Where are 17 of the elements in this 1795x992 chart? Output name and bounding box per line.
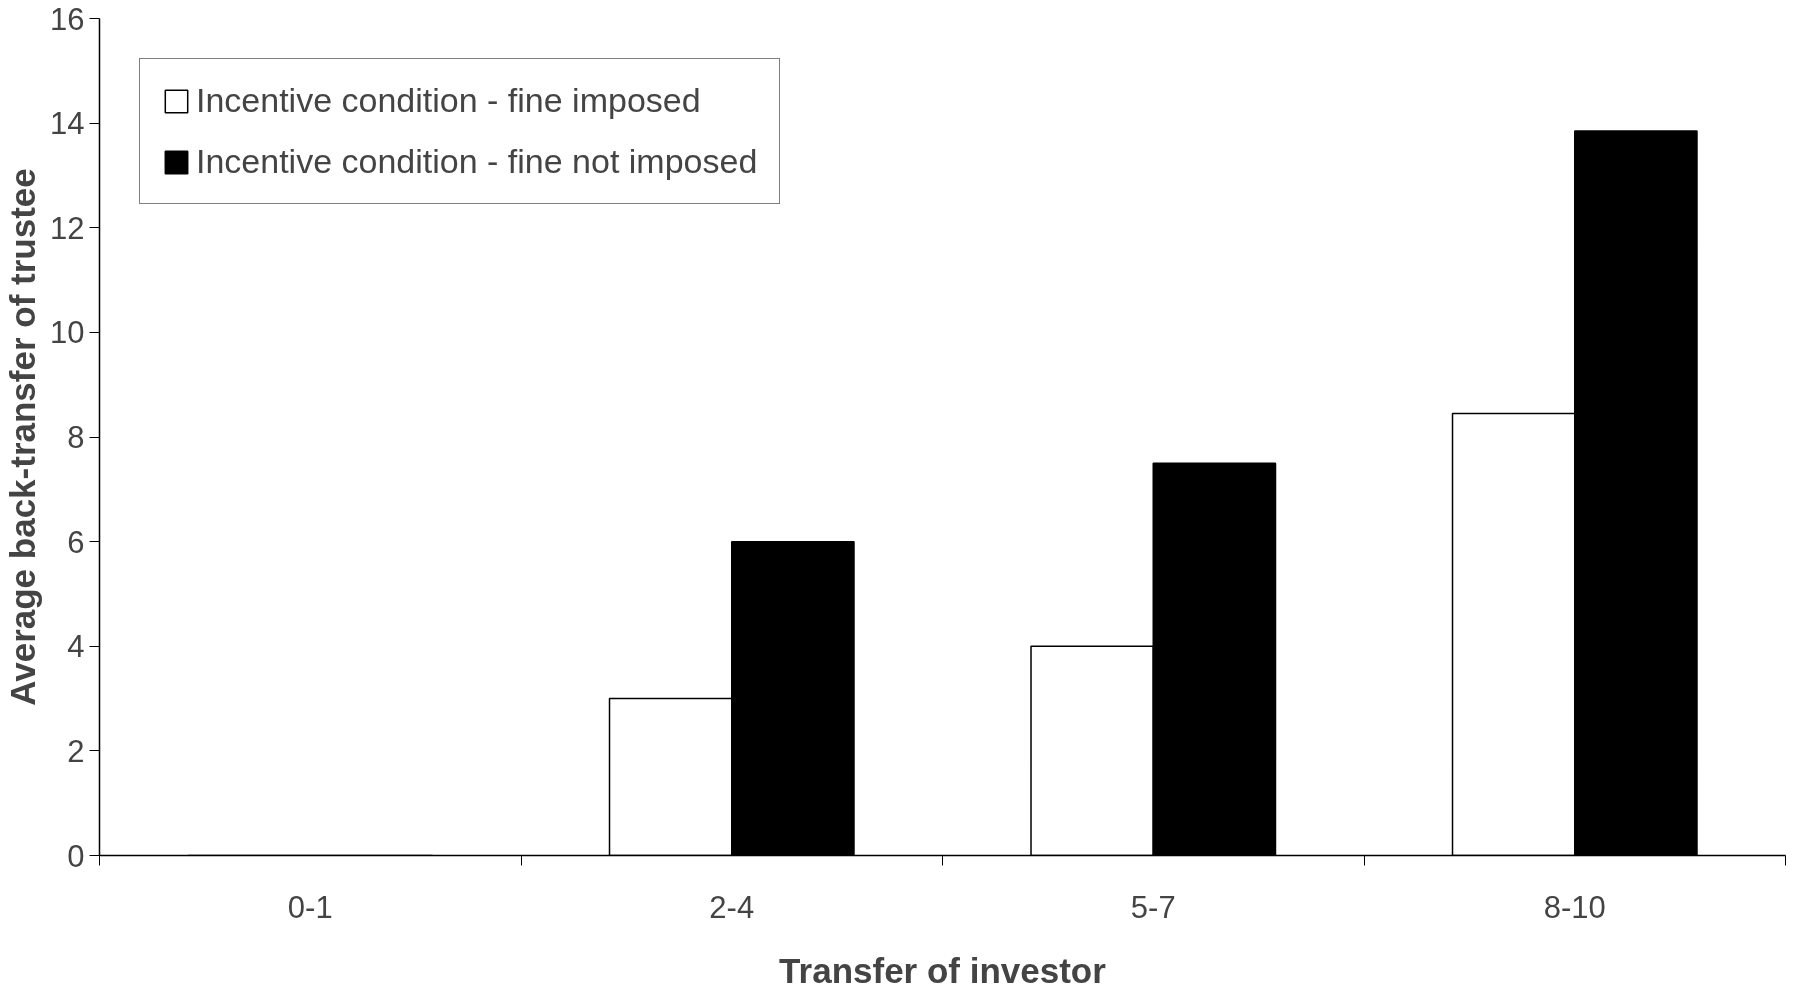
x-tick-label: 5-7 — [1130, 889, 1176, 925]
y-tick-label: 6 — [67, 524, 85, 560]
legend-label: Incentive condition - fine not imposed — [196, 142, 758, 181]
y-tick-label: 12 — [50, 210, 85, 246]
x-tick-label: 2-4 — [709, 889, 755, 925]
x-axis-title: Transfer of investor — [779, 950, 1107, 990]
x-tick-label: 8-10 — [1543, 889, 1606, 925]
y-tick-label: 8 — [67, 420, 85, 455]
y-tick-label: 14 — [50, 106, 85, 142]
y-axis-title: Average back-transfer of trustee — [3, 168, 43, 706]
y-tick-label: 0 — [67, 838, 85, 874]
y-tick-label: 2 — [67, 733, 85, 769]
legend-label: Incentive condition - fine imposed — [196, 81, 701, 120]
x-tick-label: 0-1 — [287, 889, 333, 925]
y-tick-label: 10 — [50, 315, 85, 351]
y-tick-label: 16 — [50, 1, 85, 37]
y-tick-label: 4 — [67, 629, 85, 665]
